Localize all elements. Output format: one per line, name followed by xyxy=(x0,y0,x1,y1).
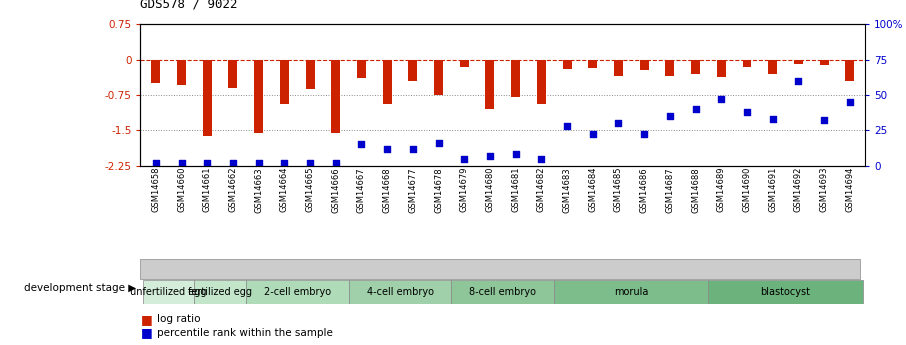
Bar xyxy=(563,59,572,69)
Bar xyxy=(203,59,212,136)
Point xyxy=(303,160,317,166)
Bar xyxy=(717,59,726,77)
Point xyxy=(843,99,857,105)
Bar xyxy=(195,280,246,304)
Bar xyxy=(305,59,314,89)
Bar xyxy=(554,280,708,304)
Bar xyxy=(143,280,195,304)
Point xyxy=(226,160,240,166)
Bar xyxy=(459,59,468,67)
Bar xyxy=(820,59,829,65)
Text: blastocyst: blastocyst xyxy=(760,287,811,297)
Bar xyxy=(768,59,777,73)
Text: morula: morula xyxy=(614,287,649,297)
Point xyxy=(766,116,780,122)
Point xyxy=(431,140,446,146)
Text: percentile rank within the sample: percentile rank within the sample xyxy=(157,328,333,338)
Point xyxy=(329,160,343,166)
Point xyxy=(149,160,163,166)
Bar xyxy=(743,59,751,67)
Bar xyxy=(409,59,418,81)
Bar xyxy=(511,59,520,97)
Text: 4-cell embryo: 4-cell embryo xyxy=(367,287,434,297)
Text: fertilized egg: fertilized egg xyxy=(188,287,252,297)
Bar xyxy=(537,59,546,104)
Bar xyxy=(708,280,863,304)
Bar xyxy=(255,59,263,132)
Bar xyxy=(486,59,495,109)
Bar xyxy=(640,59,649,70)
Bar xyxy=(357,59,366,78)
Point xyxy=(483,153,497,158)
Point xyxy=(200,160,215,166)
Bar xyxy=(588,59,597,68)
Point xyxy=(714,96,728,102)
Point xyxy=(560,123,574,129)
Bar xyxy=(691,59,700,73)
Point xyxy=(251,160,265,166)
Text: ■: ■ xyxy=(140,313,152,326)
Bar xyxy=(177,59,186,86)
Text: GDS578 / 9022: GDS578 / 9022 xyxy=(140,0,238,10)
Point xyxy=(740,109,755,115)
Point xyxy=(174,160,188,166)
Bar xyxy=(434,59,443,95)
Bar xyxy=(151,59,160,83)
Point xyxy=(817,118,832,123)
Point xyxy=(380,146,394,151)
Bar xyxy=(332,59,341,132)
Bar xyxy=(140,259,860,279)
Point xyxy=(406,146,420,151)
Point xyxy=(791,78,805,83)
Bar xyxy=(349,280,451,304)
Text: ■: ■ xyxy=(140,326,152,339)
Point xyxy=(689,106,703,112)
Text: 8-cell embryo: 8-cell embryo xyxy=(469,287,536,297)
Bar xyxy=(228,59,237,88)
Point xyxy=(637,132,651,137)
Bar xyxy=(614,59,623,76)
Bar xyxy=(845,59,854,81)
Text: log ratio: log ratio xyxy=(157,314,200,324)
Text: development stage ▶: development stage ▶ xyxy=(24,283,136,293)
Point xyxy=(457,156,471,161)
Point xyxy=(354,141,369,147)
Point xyxy=(277,160,292,166)
Point xyxy=(612,120,626,126)
Point xyxy=(535,156,549,161)
Bar xyxy=(794,59,803,64)
Bar xyxy=(451,280,554,304)
Text: unfertilized egg: unfertilized egg xyxy=(130,287,207,297)
Point xyxy=(585,132,600,137)
Bar xyxy=(382,59,391,104)
Text: 2-cell embryo: 2-cell embryo xyxy=(264,287,331,297)
Bar xyxy=(280,59,289,104)
Bar xyxy=(665,59,674,76)
Point xyxy=(662,113,677,119)
Bar xyxy=(246,280,349,304)
Point xyxy=(508,151,523,157)
